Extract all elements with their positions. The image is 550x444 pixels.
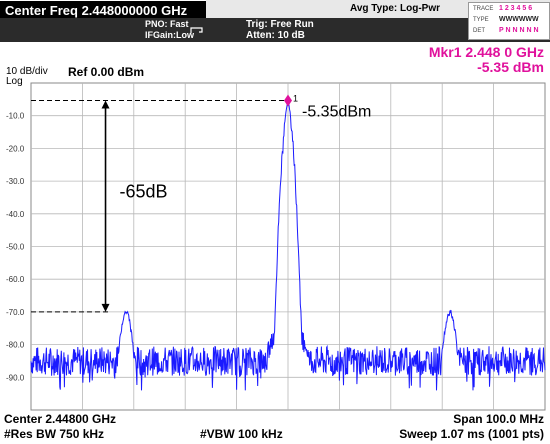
trace-row-values: 1 2 3 4 5 6 [499, 5, 533, 12]
trace-row-label: TRACE [473, 6, 494, 12]
avg-type: Avg Type: Log-Pwr [350, 3, 440, 14]
delta-arrow-head-up [101, 100, 110, 109]
y-tick-label: -40.0 [6, 210, 25, 219]
status-bar-top [206, 0, 550, 18]
sweep-icon [190, 21, 204, 33]
marker-diamond-icon[interactable] [284, 94, 292, 107]
center-freq-readout[interactable]: Center Freq 2.448000000 GHz [0, 1, 206, 18]
y-tick-label: -50.0 [6, 243, 25, 252]
y-tick-label: -30.0 [6, 177, 25, 186]
annotations: -65dB -5.35dBm 1 [31, 93, 371, 313]
delta-arrow-head-down [101, 303, 110, 312]
y-tick-label: -10.0 [6, 112, 25, 121]
center-frequency: Center 2.44800 GHz [4, 412, 117, 426]
det-row-values: P N N N N N [499, 27, 539, 34]
y-tick-label: -70.0 [6, 308, 25, 317]
y-tick-labels: -10.0 -20.0 -30.0 -40.0 -50.0 -60.0 -70.0 -80.0… [6, 112, 25, 383]
span: Span 100.0 MHz [453, 412, 544, 426]
pno-setting: PNO: Fast [145, 19, 189, 29]
sweep: Sweep 1.07 ms (1001 pts) [399, 427, 544, 441]
peak-label: -5.35dBm [302, 103, 371, 120]
scale-div: 10 dB/div [6, 66, 48, 77]
y-tick-label: -90.0 [6, 373, 25, 382]
ifgain-setting: IFGain:Low [145, 30, 194, 40]
ref-level: Ref 0.00 dBm [68, 65, 145, 79]
type-row-label: TYPE [473, 17, 489, 23]
type-row-values: WWWWWW [499, 16, 539, 23]
scale-mode: Log [6, 76, 23, 87]
grid [30, 82, 546, 411]
atten-setting: Atten: 10 dB [246, 30, 305, 41]
rbw: #Res BW 750 kHz [4, 427, 105, 441]
marker-readout-freq: Mkr1 2.448 0 GHz [428, 44, 544, 60]
det-row-label: DET [473, 28, 485, 34]
y-tick-label: -20.0 [6, 144, 25, 153]
marker-readout-level: -5.35 dBm [477, 59, 544, 75]
y-tick-label: -60.0 [6, 275, 25, 284]
trace-table: TRACE 1 2 3 4 5 6 TYPE WWWWWW DET P N N … [468, 2, 550, 40]
delta-label: -65dB [120, 181, 168, 201]
trigger-setting: Trig: Free Run [246, 19, 314, 30]
marker-number: 1 [293, 93, 298, 103]
y-tick-label: -80.0 [6, 341, 25, 350]
vbw: #VBW 100 kHz [200, 427, 283, 441]
settings-strip [0, 18, 550, 42]
